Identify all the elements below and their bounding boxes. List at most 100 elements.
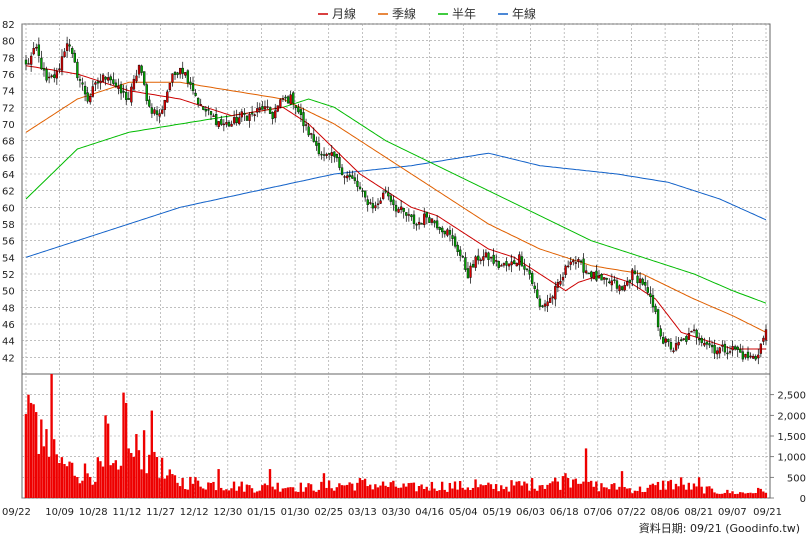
date-tick-label: 11/27 <box>146 507 175 518</box>
volume-bar <box>312 490 315 498</box>
candle-up <box>489 256 493 259</box>
volume-bar <box>502 489 506 498</box>
candle-down <box>358 186 362 190</box>
volume-bar <box>404 486 408 498</box>
candle-up <box>55 70 58 79</box>
date-tick-label: 03/30 <box>382 507 411 518</box>
candle-up <box>500 265 503 267</box>
volume-bar <box>178 486 182 498</box>
candle-up <box>225 122 228 125</box>
volume-bar <box>685 489 688 498</box>
candle-down <box>366 199 369 205</box>
volume-bar <box>592 486 595 498</box>
candle-up <box>374 205 377 209</box>
candle-down <box>86 92 89 102</box>
volume-bar <box>692 483 696 498</box>
volume-bar <box>656 481 660 498</box>
moving-averages <box>25 65 767 350</box>
volume-bar <box>435 490 439 498</box>
candle-up <box>569 261 572 265</box>
candle-up <box>258 107 261 111</box>
volume-bar <box>705 486 708 498</box>
volume-bar <box>556 481 559 498</box>
candle-up <box>376 203 380 206</box>
candle-up <box>132 78 136 90</box>
candle-down <box>340 167 344 175</box>
volume-bar <box>690 489 693 498</box>
volume-bar <box>222 490 225 498</box>
candle-up <box>310 133 313 135</box>
candle-down <box>662 336 665 344</box>
candle-down <box>384 190 387 193</box>
volume-bar <box>546 484 549 498</box>
legend: 月線 季線 半年 年線 <box>318 6 536 21</box>
volume-bar <box>577 483 580 498</box>
volume-bar <box>636 490 639 498</box>
price-tick-label: 74 <box>2 87 15 98</box>
price-tick-label: 62 <box>2 187 15 198</box>
candle-down <box>538 298 542 307</box>
candle-down <box>122 91 125 93</box>
volume-bar <box>543 488 547 498</box>
volume-bar <box>207 482 210 498</box>
candle-down <box>268 107 272 114</box>
price-tick-label: 68 <box>2 137 15 148</box>
candle-down <box>656 309 660 328</box>
volume-bar <box>132 456 136 498</box>
volume-bar <box>402 483 405 498</box>
candle-up <box>495 260 498 262</box>
price-tick-label: 56 <box>2 237 15 248</box>
volume-bar <box>155 457 159 498</box>
volume-bar <box>661 480 665 498</box>
candle-down <box>348 174 351 177</box>
candle-down <box>83 85 87 95</box>
volume-bar <box>91 484 94 498</box>
candle-up <box>518 254 521 266</box>
candle-down <box>24 59 28 65</box>
candle-down <box>68 44 71 47</box>
candle-up <box>556 281 560 288</box>
candle-down <box>140 65 143 73</box>
candle-down <box>420 223 423 225</box>
volume-bar <box>615 489 619 498</box>
volume-bar <box>649 484 652 498</box>
volume-bar <box>723 492 726 498</box>
candle-down <box>405 212 408 216</box>
volume-bar <box>309 484 313 498</box>
volume-bar <box>369 484 372 498</box>
candle-down <box>78 79 82 81</box>
candle-up <box>507 263 511 267</box>
volume-bar <box>127 448 130 498</box>
volume-tick-label: 2,000 <box>777 411 806 422</box>
candle-down <box>477 255 480 261</box>
candle-down <box>471 263 475 268</box>
candle-down <box>746 351 750 359</box>
candle-up <box>179 67 182 75</box>
volume-bar <box>317 489 321 498</box>
volume-bar <box>394 486 398 498</box>
volume-bar <box>219 487 223 498</box>
candle-down <box>541 305 544 307</box>
volume-bar <box>672 489 675 498</box>
volume-bar <box>315 491 318 498</box>
candle-down <box>104 76 107 80</box>
date-tick-label: 05/19 <box>482 507 511 518</box>
volume-bar <box>199 486 202 498</box>
volume-bar <box>240 481 243 498</box>
candle-up <box>718 347 721 354</box>
candle-down <box>723 343 727 353</box>
candle-up <box>166 91 169 103</box>
volume-bar <box>399 487 403 498</box>
volume-bar <box>587 481 590 498</box>
volume-bar <box>338 483 341 498</box>
candle-up <box>551 296 554 299</box>
volume-bar <box>422 488 426 498</box>
volume-bar <box>464 489 467 498</box>
volume-bar <box>376 487 380 498</box>
volume-bar <box>101 466 105 498</box>
price-tick-label: 60 <box>2 203 15 214</box>
volume-bar <box>186 489 189 498</box>
candle-up <box>469 265 472 278</box>
candle-up <box>482 256 485 261</box>
